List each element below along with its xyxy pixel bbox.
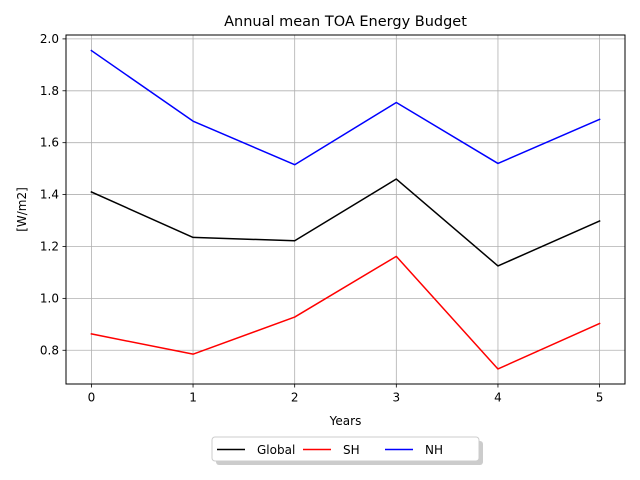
legend-box [211,436,480,462]
y-tick-label: 0.8 [40,343,59,357]
x-tick-label: 2 [291,391,299,405]
y-tick-label: 1.0 [40,291,59,305]
y-tick-label: 1.6 [40,136,59,150]
x-tick-label: 4 [494,391,502,405]
legend-label-sh: SH [343,443,360,457]
y-axis-label: [W/m2] [15,187,29,232]
series-line-global [90,178,601,267]
x-tick-label: 1 [189,391,197,405]
plot-area-frame [65,34,626,385]
legend-label-global: Global [257,443,295,457]
y-tick-label: 1.2 [40,239,59,253]
grid [66,35,625,384]
x-tick-label: 5 [596,391,604,405]
x-tick-label: 0 [88,391,96,405]
y-axis-ticks: 0.8 1.0 1.2 1.4 1.6 1.8 2.0 [40,32,66,357]
chart-title: Annual mean TOA Energy Budget [224,14,467,30]
x-axis-ticks: 0 1 2 3 4 5 [88,384,604,405]
series-line-nh [90,49,601,166]
series-line-sh [90,255,601,370]
y-tick-label: 1.4 [40,188,59,202]
x-axis-label: Years [329,414,362,428]
legend: Global SH NH [211,436,483,465]
y-tick-label: 1.8 [40,84,59,98]
legend-label-nh: NH [425,443,443,457]
x-tick-label: 3 [392,391,400,405]
series-lines [90,49,601,370]
y-tick-label: 2.0 [40,32,59,46]
